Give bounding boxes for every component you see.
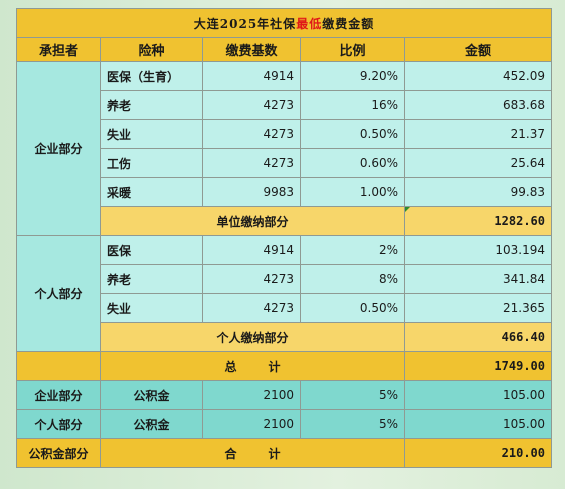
grand-total-blank-cell[interactable] [16, 351, 101, 381]
grand-total-row: 总计 1749.00 [16, 351, 552, 381]
amount-cell[interactable]: 103.194 [404, 235, 552, 265]
rate-cell[interactable]: 1.00% [300, 177, 405, 207]
company-subtotal-value[interactable]: 1282.60 [404, 206, 552, 236]
grand-total-value[interactable]: 1749.00 [404, 351, 552, 381]
rate-cell[interactable]: 0.50% [300, 119, 405, 149]
grand-total-label-2: 计 [268, 359, 281, 374]
base-cell[interactable]: 4914 [202, 235, 301, 265]
grand-total-label[interactable]: 总计 [100, 351, 405, 381]
social-insurance-table: 大连2025年社保最低缴费金额 承担者 险种 缴费基数 比例 金额 企业部分 医… [16, 8, 552, 468]
base-cell[interactable]: 4273 [202, 264, 301, 294]
fund-type-cell[interactable]: 公积金 [100, 380, 203, 410]
insurance-type-cell[interactable]: 失业 [100, 119, 203, 149]
fund-total-label[interactable]: 合计 [100, 438, 405, 468]
table-row: 失业 4273 0.50% 21.365 [17, 293, 552, 323]
title-suffix: 缴费金额 [322, 16, 375, 31]
insurance-type-cell[interactable]: 失业 [100, 293, 203, 323]
title-highlight: 最低 [296, 16, 323, 31]
fund-total-value[interactable]: 210.00 [404, 438, 552, 468]
base-cell[interactable]: 9983 [202, 177, 301, 207]
amount-cell[interactable]: 683.68 [404, 90, 552, 120]
header-amount[interactable]: 金额 [404, 37, 552, 62]
amount-cell[interactable]: 21.37 [404, 119, 552, 149]
rate-cell[interactable]: 8% [300, 264, 405, 294]
table-row: 养老 4273 16% 683.68 [17, 90, 552, 120]
company-section-label[interactable]: 企业部分 [16, 61, 101, 236]
amount-cell[interactable]: 105.00 [404, 409, 552, 439]
base-cell[interactable]: 2100 [202, 380, 301, 410]
table-row: 个人部分 医保 4914 2% 103.194 [16, 235, 552, 352]
amount-cell[interactable]: 99.83 [404, 177, 552, 207]
personal-subtotal-value[interactable]: 466.40 [404, 322, 552, 352]
amount-cell[interactable]: 452.09 [404, 61, 552, 91]
base-cell[interactable]: 4914 [202, 61, 301, 91]
fund-bearer-cell[interactable]: 个人部分 [16, 409, 101, 439]
fund-total-label-2: 计 [268, 446, 281, 461]
base-cell[interactable]: 4273 [202, 148, 301, 178]
insurance-type-cell[interactable]: 工伤 [100, 148, 203, 178]
personal-section-label[interactable]: 个人部分 [16, 235, 101, 352]
header-bearer[interactable]: 承担者 [16, 37, 101, 62]
grand-total-label-1: 总 [224, 359, 237, 374]
title-prefix: 大连2025年社保 [193, 16, 297, 31]
rate-cell[interactable]: 16% [300, 90, 405, 120]
personal-subtotal-label[interactable]: 个人缴纳部分 [100, 322, 405, 352]
table-row: 企业部分 公积金 2100 5% 105.00 [16, 380, 552, 410]
amount-cell[interactable]: 105.00 [404, 380, 552, 410]
header-type[interactable]: 险种 [100, 37, 203, 62]
header-rate[interactable]: 比例 [300, 37, 405, 62]
rate-cell[interactable]: 2% [300, 235, 405, 265]
table-row: 工伤 4273 0.60% 25.64 [17, 148, 552, 178]
table-row: 养老 4273 8% 341.84 [17, 264, 552, 294]
table-title[interactable]: 大连2025年社保最低缴费金额 [16, 8, 552, 38]
amount-cell[interactable]: 25.64 [404, 148, 552, 178]
insurance-type-cell[interactable]: 养老 [100, 90, 203, 120]
rate-cell[interactable]: 5% [300, 409, 405, 439]
fund-total-row: 公积金部分 合计 210.00 [16, 438, 552, 468]
base-cell[interactable]: 4273 [202, 119, 301, 149]
insurance-type-cell[interactable]: 医保（生育） [100, 61, 203, 91]
personal-subtotal-row: 个人缴纳部分 466.40 [17, 322, 552, 352]
header-row: 承担者 险种 缴费基数 比例 金额 [16, 37, 552, 62]
table-row: 失业 4273 0.50% 21.37 [17, 119, 552, 149]
rate-cell[interactable]: 0.60% [300, 148, 405, 178]
insurance-type-cell[interactable]: 采暖 [100, 177, 203, 207]
rate-cell[interactable]: 5% [300, 380, 405, 410]
header-base[interactable]: 缴费基数 [202, 37, 301, 62]
table-row: 个人部分 公积金 2100 5% 105.00 [16, 409, 552, 439]
fund-total-label-1: 合 [224, 446, 237, 461]
company-subtotal-label[interactable]: 单位缴纳部分 [100, 206, 405, 236]
fund-total-bearer[interactable]: 公积金部分 [16, 438, 101, 468]
fund-type-cell[interactable]: 公积金 [100, 409, 203, 439]
rate-cell[interactable]: 0.50% [300, 293, 405, 323]
base-cell[interactable]: 4273 [202, 293, 301, 323]
amount-cell[interactable]: 21.365 [404, 293, 552, 323]
fund-bearer-cell[interactable]: 企业部分 [16, 380, 101, 410]
rate-cell[interactable]: 9.20% [300, 61, 405, 91]
table-row: 采暖 9983 1.00% 99.83 [17, 177, 552, 207]
table-row: 企业部分 医保（生育） 4914 9.20% 452.09 [16, 61, 552, 236]
insurance-type-cell[interactable]: 医保 [100, 235, 203, 265]
amount-cell[interactable]: 341.84 [404, 264, 552, 294]
base-cell[interactable]: 2100 [202, 409, 301, 439]
insurance-type-cell[interactable]: 养老 [100, 264, 203, 294]
base-cell[interactable]: 4273 [202, 90, 301, 120]
